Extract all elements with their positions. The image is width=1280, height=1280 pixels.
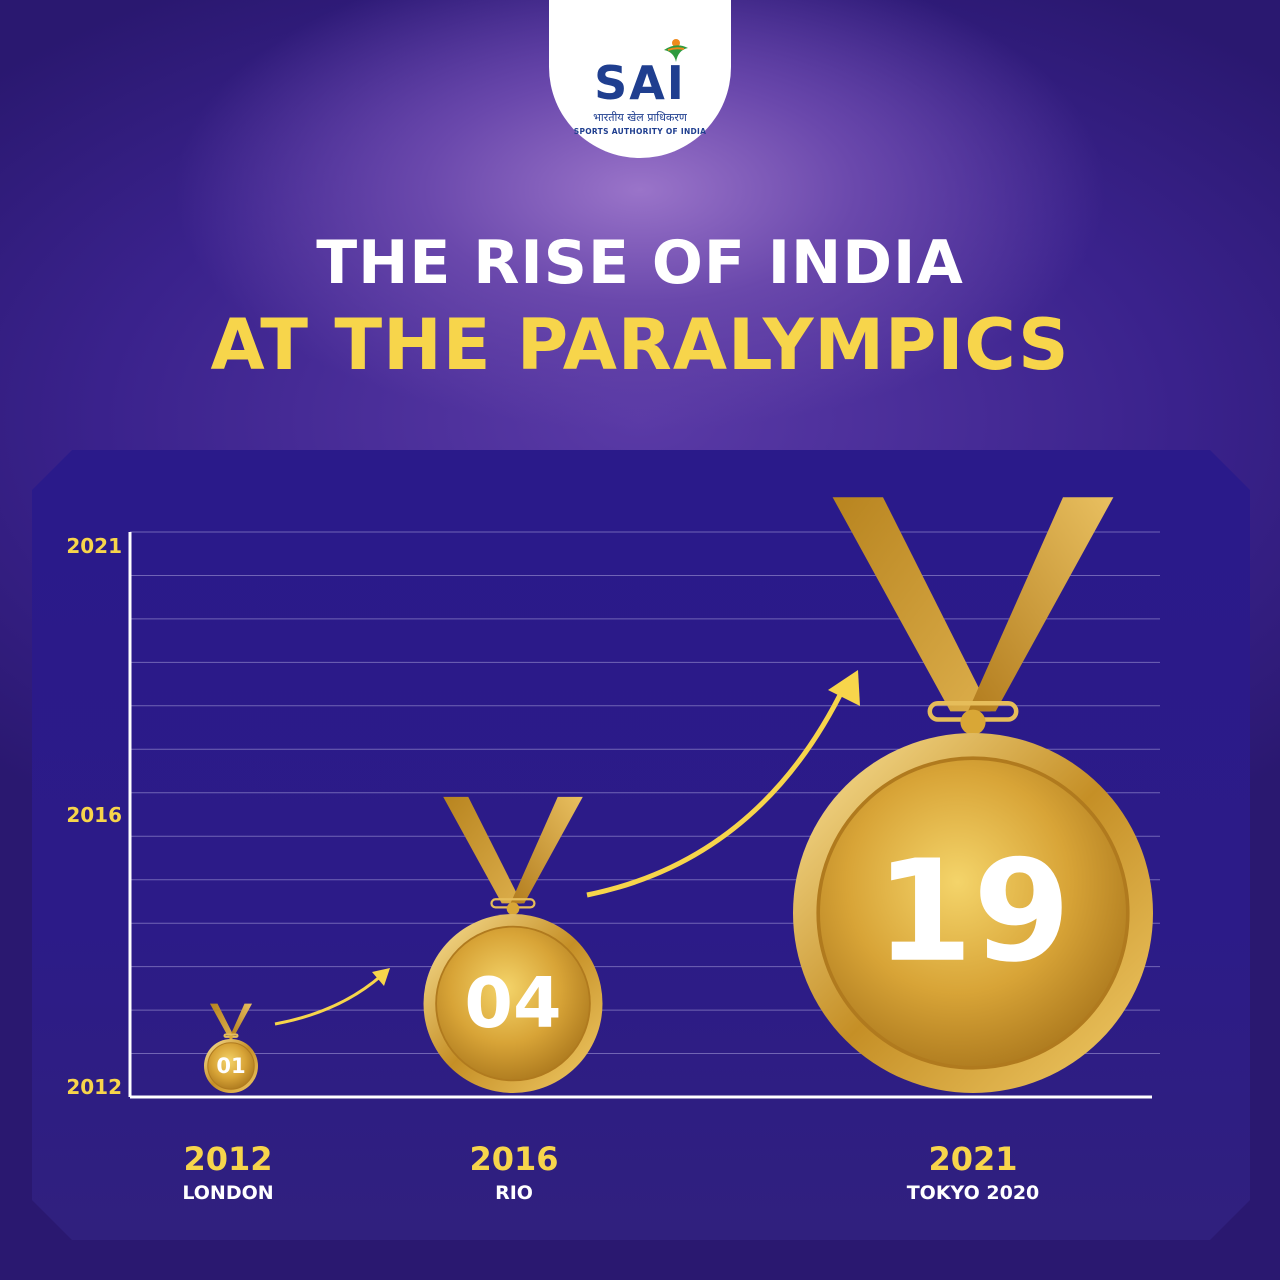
logo-mark-text: SAI bbox=[594, 56, 686, 110]
x-sublabel: TOKYO 2020 bbox=[907, 1182, 1040, 1204]
medal-loop bbox=[960, 709, 986, 735]
x-sublabel: LONDON bbox=[182, 1182, 273, 1204]
athlete-icon bbox=[663, 39, 688, 62]
logo-hindi-text: भारतीय खेल प्राधिकरण bbox=[593, 111, 687, 124]
medal-loop bbox=[229, 1035, 233, 1040]
logo-badge: SAI भारतीय खेल प्राधिकरण SPORTS AUTHORIT… bbox=[549, 0, 731, 158]
medal-marker: 04 bbox=[423, 796, 603, 1093]
x-category-label: 2016 bbox=[469, 1140, 558, 1178]
medal-markers: 01 04 19 bbox=[204, 497, 1153, 1093]
x-category-label: 2012 bbox=[183, 1140, 272, 1178]
medal-ribbon bbox=[510, 796, 583, 904]
y-tick-label: 2016 bbox=[66, 803, 122, 827]
medal-marker: 19 bbox=[793, 497, 1153, 1093]
y-tick-label: 2021 bbox=[66, 534, 122, 558]
medal-ribbon bbox=[230, 1003, 253, 1036]
growth-arrow-head bbox=[372, 968, 390, 986]
medal-marker: 01 bbox=[204, 1003, 258, 1093]
medal-value-label: 04 bbox=[464, 963, 561, 1044]
medal-face bbox=[435, 925, 591, 1082]
medal-face bbox=[816, 756, 1130, 1070]
medal-ribbon bbox=[443, 796, 522, 904]
title-line-1: THE RISE OF INDIA bbox=[316, 228, 964, 298]
growth-arrow bbox=[586, 683, 848, 898]
medal-face bbox=[207, 1042, 255, 1090]
logo-name-text: SPORTS AUTHORITY OF INDIA bbox=[573, 127, 707, 136]
medal-value-label: 01 bbox=[216, 1053, 245, 1078]
title-line-2: AT THE PARALYMPICS bbox=[210, 304, 1070, 386]
medal-loop bbox=[506, 902, 520, 915]
medal-ribbon bbox=[209, 1003, 234, 1036]
x-sublabel: RIO bbox=[495, 1182, 533, 1204]
growth-arrow bbox=[274, 973, 383, 1026]
medal-ribbon bbox=[967, 497, 1114, 712]
growth-arrow-head bbox=[828, 670, 860, 706]
x-category-label: 2021 bbox=[928, 1140, 1017, 1178]
logo-mark: SAI bbox=[594, 39, 688, 106]
y-tick-label: 2012 bbox=[66, 1075, 122, 1099]
medal-value-label: 19 bbox=[875, 831, 1070, 994]
medal-ribbon bbox=[832, 497, 991, 712]
